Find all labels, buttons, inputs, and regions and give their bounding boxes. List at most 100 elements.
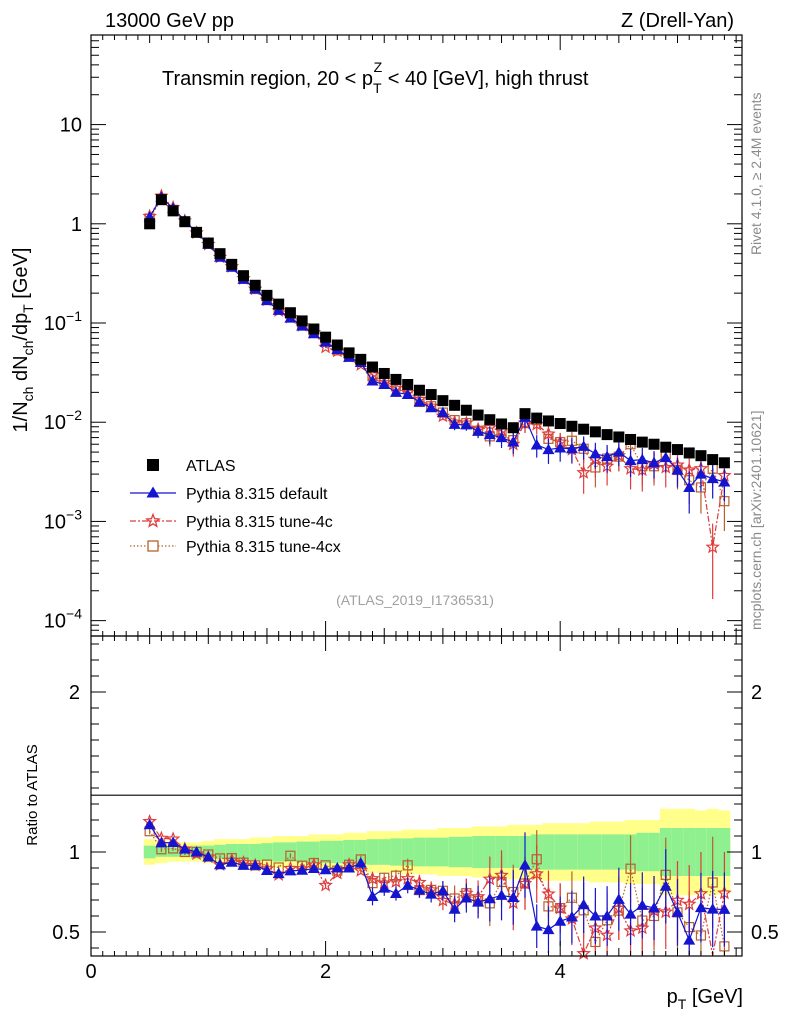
ratio-point-default xyxy=(542,923,555,935)
ratio-point-default xyxy=(601,910,614,921)
main-point-atlas xyxy=(237,270,249,282)
ratio-point-default xyxy=(296,864,309,875)
main-point-default xyxy=(683,481,696,492)
main-point-atlas xyxy=(261,289,273,301)
main-point-default xyxy=(389,386,402,397)
ratio-point-default xyxy=(472,896,485,907)
band-inner-bin xyxy=(648,832,660,872)
main-point-atlas xyxy=(496,418,508,430)
main-point-default xyxy=(624,454,637,466)
main-point-atlas xyxy=(554,418,566,430)
legend-item-default: Pythia 8.315 default xyxy=(130,486,328,503)
y-tick-label-ratio-left: 1 xyxy=(69,842,80,864)
ratio-point-tune4c xyxy=(189,846,204,861)
main-point-default xyxy=(378,378,391,389)
process-label: Z (Drell-Yan) xyxy=(621,10,734,32)
band-inner-bin xyxy=(167,847,179,857)
ratio-point-default xyxy=(319,863,332,875)
ratio-point-default xyxy=(565,911,578,922)
rivet-version-label: Rivet 4.1.0, ≥ 2.4M events xyxy=(748,92,764,255)
ratio-point-default xyxy=(495,889,508,900)
ratio-plot-frame xyxy=(90,635,743,957)
main-point-atlas xyxy=(343,347,355,359)
main-point-default xyxy=(694,468,707,479)
legend-item-tune4cx: Pythia 8.315 tune-4cx xyxy=(130,539,341,556)
main-point-default xyxy=(530,438,543,450)
axis-ticks: 10 1 10−1 10−2 10−3 10−4 0 2 4 0.5 0.5 1 1 2 2 xyxy=(44,34,779,983)
ratio-point-default xyxy=(331,862,344,873)
ratio-point-default xyxy=(354,857,367,868)
main-point-atlas xyxy=(566,420,578,432)
band-inner-bin xyxy=(636,832,649,872)
ratio-point-default xyxy=(671,906,684,917)
ratio-point-default xyxy=(143,818,156,830)
main-point-atlas xyxy=(460,404,472,416)
x-axis-label: pT [GeV] xyxy=(667,986,743,1012)
main-point-atlas xyxy=(320,331,332,343)
band-inner-bin xyxy=(542,834,555,870)
y-tick-label-ratio-right: 1 xyxy=(751,842,762,864)
band-inner-bin xyxy=(472,836,484,868)
main-point-default xyxy=(425,401,438,413)
band-inner-bin xyxy=(366,839,379,865)
y-tick-label-ratio-left: 0.5 xyxy=(52,922,80,944)
legend-item-atlas: ATLAS xyxy=(147,458,236,475)
band-inner-bin xyxy=(354,840,367,864)
main-point-atlas xyxy=(179,216,191,228)
ratio-point-default xyxy=(706,903,719,914)
analysis-tag: (ATLAS_2019_I1736531) xyxy=(336,592,494,608)
ratio-point-default xyxy=(178,842,191,854)
y-tick-label-ratio-right: 2 xyxy=(751,682,762,704)
main-point-default xyxy=(436,406,449,418)
ratio-point-default xyxy=(343,862,356,873)
band-inner-bin xyxy=(448,836,461,868)
band-inner-bin xyxy=(390,838,402,866)
main-point-atlas xyxy=(718,457,730,469)
ratio-point-default xyxy=(272,867,285,879)
ratio-point-default xyxy=(460,892,473,903)
legend-marker-tune4cx xyxy=(147,540,159,552)
main-point-default xyxy=(671,463,684,475)
main-point-default xyxy=(507,436,520,447)
y-tick-label-main: 10−1 xyxy=(44,308,82,335)
ratio-point-default xyxy=(483,892,496,904)
main-point-atlas xyxy=(214,248,226,260)
ratio-point-default xyxy=(366,890,379,901)
main-point-atlas xyxy=(273,298,285,310)
ratio-point-default xyxy=(577,898,590,910)
band-inner-bin xyxy=(413,837,426,867)
ratio-point-default xyxy=(425,888,438,899)
main-point-atlas xyxy=(413,384,425,396)
band-inner-bin xyxy=(671,828,684,876)
main-point-atlas xyxy=(589,426,601,438)
main-point-atlas xyxy=(331,339,343,351)
main-point-default xyxy=(659,451,672,463)
band-inner-bin xyxy=(284,842,297,862)
band-inner-bin xyxy=(249,844,262,860)
main-point-default xyxy=(448,418,461,429)
main-point-default xyxy=(272,304,285,315)
main-point-atlas xyxy=(226,258,238,270)
main-point-atlas xyxy=(578,423,590,435)
data-series-layer xyxy=(142,188,732,960)
main-point-tune4c xyxy=(576,465,591,479)
main-point-atlas xyxy=(390,373,402,385)
main-y-axis-label: 1/Nch dNch/dpT [GeV] xyxy=(10,248,36,433)
main-point-default xyxy=(460,418,473,430)
band-inner-bin xyxy=(554,834,567,870)
ratio-point-default xyxy=(202,851,215,862)
main-point-atlas xyxy=(695,450,707,462)
ratio-point-default xyxy=(694,901,707,913)
band-inner-bin xyxy=(612,834,625,870)
legend-label-tune4cx: Pythia 8.315 tune-4cx xyxy=(186,539,341,556)
main-point-atlas xyxy=(484,414,496,426)
main-point-atlas xyxy=(402,378,414,390)
ratio-point-default xyxy=(448,903,461,914)
plot-title: Transmin region, 20 < pTZ < 40 [GeV], hi… xyxy=(162,59,589,96)
band-inner-bin xyxy=(214,844,226,860)
ratio-point-default xyxy=(401,879,414,890)
ratio-point-default xyxy=(284,864,297,876)
legend-label-default: Pythia 8.315 default xyxy=(186,486,328,503)
main-point-default xyxy=(554,441,567,453)
y-tick-label-main: 10 xyxy=(60,115,82,137)
